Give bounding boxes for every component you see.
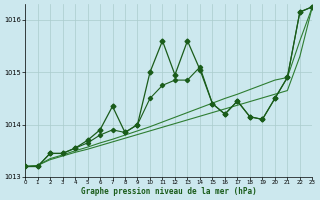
X-axis label: Graphe pression niveau de la mer (hPa): Graphe pression niveau de la mer (hPa)	[81, 187, 257, 196]
